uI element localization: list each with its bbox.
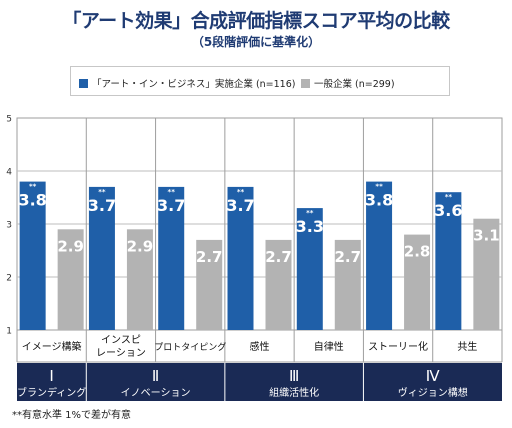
bar-series2	[473, 218, 500, 330]
group-numeral: Ⅰ	[49, 367, 53, 385]
group-numeral: Ⅱ	[152, 367, 159, 385]
significance-mark: **	[237, 188, 245, 196]
bar-series2	[126, 229, 153, 330]
bar-series1	[435, 192, 462, 330]
group-label: ブランディング	[17, 386, 86, 399]
y-tick-label: 3	[6, 221, 12, 231]
legend-swatch-series1	[79, 78, 88, 88]
x-tick-label: イメージ構築	[22, 340, 82, 353]
y-tick-label: 1	[6, 327, 12, 337]
group-numeral: Ⅲ	[289, 367, 299, 385]
bar-series2	[57, 229, 84, 330]
chart-title: 「アート効果」合成評価指標スコア平均の比較	[62, 10, 450, 32]
significance-mark: **	[445, 193, 453, 201]
bar-series1	[366, 181, 393, 330]
group-label: ヴィジョン構想	[398, 386, 468, 399]
group-label: 組織活性化	[269, 386, 319, 399]
bar-series1	[88, 186, 115, 330]
x-tick-label: 共生	[457, 340, 477, 353]
significance-mark: **	[29, 183, 37, 191]
y-tick-label: 4	[6, 168, 12, 178]
significance-mark: **	[306, 209, 314, 217]
legend-item-series1: 「アート・イン・ビジネス」実施企業 (n=116)	[79, 76, 295, 90]
y-tick-label: 2	[6, 274, 12, 284]
group-numeral: Ⅳ	[426, 367, 440, 385]
bar-series1	[227, 186, 254, 330]
data-label-series2: 2.7	[196, 248, 223, 266]
legend-item-series2: 一般企業 (n=299)	[301, 76, 395, 90]
data-label-series1: 3.7	[157, 196, 185, 215]
bar-series2	[334, 239, 361, 330]
data-label-series2: 2.9	[127, 237, 154, 255]
group-label: イノベーション	[121, 387, 191, 399]
bar-series1	[296, 208, 323, 330]
bar-series2	[404, 234, 431, 330]
x-tick-label: ストーリー化	[368, 340, 428, 353]
data-label-series2: 2.9	[57, 237, 84, 255]
footnote: **有意水準 1%で差が有意	[12, 410, 132, 421]
significance-mark: **	[98, 188, 106, 196]
data-label-series1: 3.7	[88, 196, 116, 215]
data-label-series2: 2.7	[265, 248, 292, 266]
data-label-series2: 2.7	[334, 248, 361, 266]
legend-label-series2: 一般企業 (n=299)	[314, 79, 395, 90]
x-tick-label: プロトタイピング	[154, 341, 226, 353]
data-label-series1: 3.7	[226, 196, 254, 215]
y-tick-label: 5	[6, 115, 12, 125]
chart-legend: 「アート・イン・ビジネス」実施企業 (n=116) 一般企業 (n=299)	[70, 66, 450, 96]
data-label-series1: 3.8	[365, 191, 393, 210]
data-label-series1: 3.6	[434, 201, 462, 220]
bar-series1	[19, 181, 46, 330]
x-tick-label: インスピ	[101, 334, 141, 346]
significance-mark: **	[168, 188, 176, 196]
legend-swatch-series2	[301, 78, 310, 88]
data-label-series1: 3.8	[18, 191, 46, 210]
chart-subtitle: （5段階評価に基準化）	[191, 35, 321, 49]
x-tick-label: 自律性	[314, 340, 344, 353]
data-label-series2: 3.1	[473, 227, 500, 245]
bar-series2	[196, 239, 223, 330]
x-tick-label: レーション	[96, 348, 146, 359]
bar-series2	[265, 239, 292, 330]
data-label-series2: 2.8	[404, 243, 431, 261]
bar-series1	[158, 186, 185, 330]
significance-mark: **	[375, 183, 383, 191]
group-band	[17, 363, 502, 401]
data-label-series1: 3.3	[296, 217, 324, 236]
legend-label-series1: 「アート・イン・ビジネス」実施企業 (n=116)	[92, 79, 296, 90]
x-tick-label: 感性	[250, 340, 270, 353]
